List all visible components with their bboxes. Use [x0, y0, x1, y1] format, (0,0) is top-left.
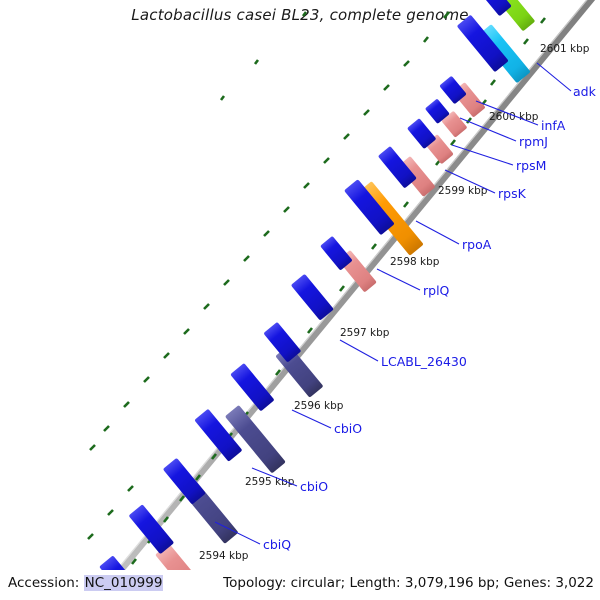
gene-arrow[interactable]	[477, 24, 530, 83]
gene-label-rpmJ[interactable]: rpmJ	[459, 117, 548, 149]
ruler-tick: 2597 kbp	[340, 327, 390, 339]
gene-arrow[interactable]	[263, 322, 301, 363]
gene-label-rplQ[interactable]: rplQ	[376, 268, 450, 298]
accession-display: Accession: NC_010999	[8, 575, 164, 591]
leader-line	[451, 144, 514, 166]
gene-arrow[interactable]	[425, 98, 450, 124]
gene-label-text: cbiQ	[263, 537, 291, 552]
leader-line	[536, 62, 572, 92]
leader-line	[444, 169, 496, 194]
gene-label-text: rpmJ	[519, 134, 548, 149]
gene-label-infA[interactable]: infA	[475, 100, 566, 133]
gene-arrow[interactable]	[320, 236, 353, 271]
gene-arrow[interactable]	[291, 274, 334, 321]
gene-arrow[interactable]	[230, 363, 274, 411]
gene-arrow[interactable]	[163, 458, 206, 505]
genome-metadata: Topology: circular; Length: 3,079,196 bp…	[223, 575, 594, 591]
gene-label-rpoA[interactable]: rpoA	[415, 220, 492, 252]
gene-arrow[interactable]	[407, 118, 437, 149]
gene-arrow[interactable]	[439, 76, 467, 105]
leader-line	[251, 467, 298, 487]
gene-arrow[interactable]	[398, 156, 436, 197]
gene-arrow[interactable]	[441, 111, 467, 138]
gene-arrow[interactable]	[378, 146, 417, 189]
gene-arrow[interactable]	[344, 179, 395, 235]
gene-label-lcabl26430[interactable]: LCABL_26430	[339, 339, 467, 369]
ruler-tick: 2598 kbp	[390, 256, 440, 268]
gene-label-text: LCABL_26430	[381, 354, 467, 369]
gene-label-adk[interactable]: adk	[536, 62, 597, 99]
leader-line	[339, 339, 379, 362]
leader-line	[376, 268, 421, 291]
gene-label-cbiO-2[interactable]: cbiO	[251, 467, 328, 494]
gene-label-text: rpsM	[516, 158, 546, 173]
gene-label-text: rplQ	[423, 283, 450, 298]
gene-arrow[interactable]	[194, 409, 242, 462]
gene-arrow[interactable]	[129, 504, 175, 554]
ruler-tick: 2594 kbp	[199, 550, 249, 562]
gene-arrow[interactable]	[487, 0, 535, 31]
gene-label-text: cbiO	[300, 479, 328, 494]
leader-line	[291, 409, 332, 429]
ruler-tick: 2601 kbp	[540, 43, 590, 55]
leader-line	[214, 521, 261, 545]
gene-label-text: adk	[573, 84, 597, 99]
gene-label-cbiO-1[interactable]: cbiO	[291, 409, 362, 436]
gene-arrow[interactable]	[225, 405, 286, 474]
gene-label-text: cbiO	[334, 421, 362, 436]
accession-id[interactable]: NC_010999	[83, 575, 164, 591]
ruler-tick: 2600 kbp	[489, 111, 539, 123]
gene-label-cbiQ[interactable]: cbiQ	[214, 521, 291, 552]
genome-backbone	[93, 0, 596, 600]
ruler-tick: 2596 kbp	[294, 400, 344, 412]
gene-arrow[interactable]	[457, 15, 509, 73]
gene-label-text: infA	[541, 118, 566, 133]
status-bar: Accession: NC_010999 Topology: circular;…	[0, 570, 600, 600]
accession-label: Accession:	[8, 575, 80, 591]
gene-label-rpsM[interactable]: rpsM	[451, 144, 546, 173]
leader-line	[475, 100, 539, 126]
gene-arrow[interactable]	[478, 0, 512, 16]
ruler-tick: 2599 kbp	[438, 185, 488, 197]
gene-label-text: rpsK	[498, 186, 527, 201]
gene-label-rpsK[interactable]: rpsK	[444, 169, 527, 201]
leader-line	[459, 117, 517, 142]
page-title: Lactobacillus casei BL23, complete genom…	[131, 6, 469, 24]
ruler-tick-labels: 2601 kbp 2600 kbp 2599 kbp 2598 kbp 2597…	[199, 43, 590, 562]
ruler-tick: 2595 kbp	[245, 476, 295, 488]
gene-label-text: rpoA	[462, 237, 492, 252]
leader-line	[415, 220, 460, 245]
